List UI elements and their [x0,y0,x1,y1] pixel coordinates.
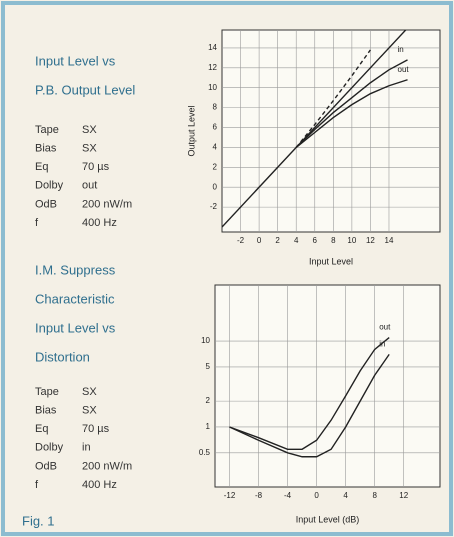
y-tick-label: 0 [213,182,218,191]
param-value: 200 nW/m [82,198,132,210]
param-label: f [35,217,39,229]
param-label: f [35,479,39,491]
param-value: SX [82,405,97,417]
x-tick-label: 10 [347,236,356,245]
x-tick-label: 0 [257,236,262,245]
param-label: Dolby [35,442,64,454]
x-tick-label: 8 [331,236,336,245]
x-tick-label: 0 [314,491,319,500]
series-label: in [398,45,404,54]
x-tick-label: -8 [255,491,263,500]
x-tick-label: 12 [399,491,408,500]
param-value: 400 Hz [82,479,117,491]
param-label: Eq [35,161,48,173]
y-tick-label: -2 [210,202,218,211]
y-tick-label: 2 [213,162,218,171]
y-tick-label: 10 [208,83,217,92]
panel-title: Characteristic [35,291,115,306]
param-value: in [82,442,91,454]
plot-area [214,284,441,488]
y-tick-label: 2 [206,396,211,405]
x-tick-label: 8 [372,491,377,500]
x-tick-label: 4 [343,491,348,500]
param-label: OdB [35,460,57,472]
param-value: 400 Hz [82,217,117,229]
panel-title: P.B. Output Level [35,82,135,97]
panel-title: Distortion [35,349,90,364]
x-tick-label: 14 [385,236,394,245]
param-value: 70 µs [82,161,110,173]
series-label: out [398,65,410,74]
y-tick-label: 0.5 [199,448,211,457]
param-value: 200 nW/m [82,460,132,472]
x-tick-label: -4 [284,491,292,500]
x-tick-label: -12 [224,491,236,500]
y-axis-label: Output Level [186,105,196,156]
y-tick-label: 1 [206,422,211,431]
x-axis-label: Input Level (dB) [296,514,360,524]
x-tick-label: 4 [294,236,299,245]
x-tick-label: -2 [237,236,245,245]
y-tick-label: 5 [206,362,211,371]
data-line [222,30,407,228]
param-label: Bias [35,143,57,155]
x-tick-label: 12 [366,236,375,245]
param-label: Tape [35,124,59,136]
series-label: in [379,340,385,349]
x-tick-label: 2 [275,236,280,245]
y-tick-label: 10 [201,336,210,345]
y-tick-label: 14 [208,43,217,52]
param-label: Dolby [35,180,64,192]
x-tick-label: 6 [313,236,318,245]
panel-title: Input Level vs [35,53,116,68]
param-label: Bias [35,405,57,417]
param-label: Tape [35,386,59,398]
param-label: Eq [35,423,48,435]
param-value: SX [82,143,97,155]
panel-title: Input Level vs [35,320,116,335]
x-axis-label: Input Level [309,256,353,266]
param-value: SX [82,124,97,136]
data-line [295,79,408,148]
data-line [295,49,371,148]
caption: Fig. 1 [22,513,55,528]
y-tick-label: 4 [213,143,218,152]
data-line [229,353,390,458]
param-value: 70 µs [82,423,110,435]
plot-area [221,29,441,233]
data-line [229,337,390,450]
panel-title: I.M. Suppress [35,262,116,277]
param-label: OdB [35,198,57,210]
series-label: out [379,323,391,332]
param-value: SX [82,386,97,398]
param-value: out [82,180,97,192]
data-line [295,59,408,148]
y-tick-label: 6 [213,123,218,132]
y-tick-label: 8 [213,103,218,112]
y-tick-label: 12 [208,63,217,72]
